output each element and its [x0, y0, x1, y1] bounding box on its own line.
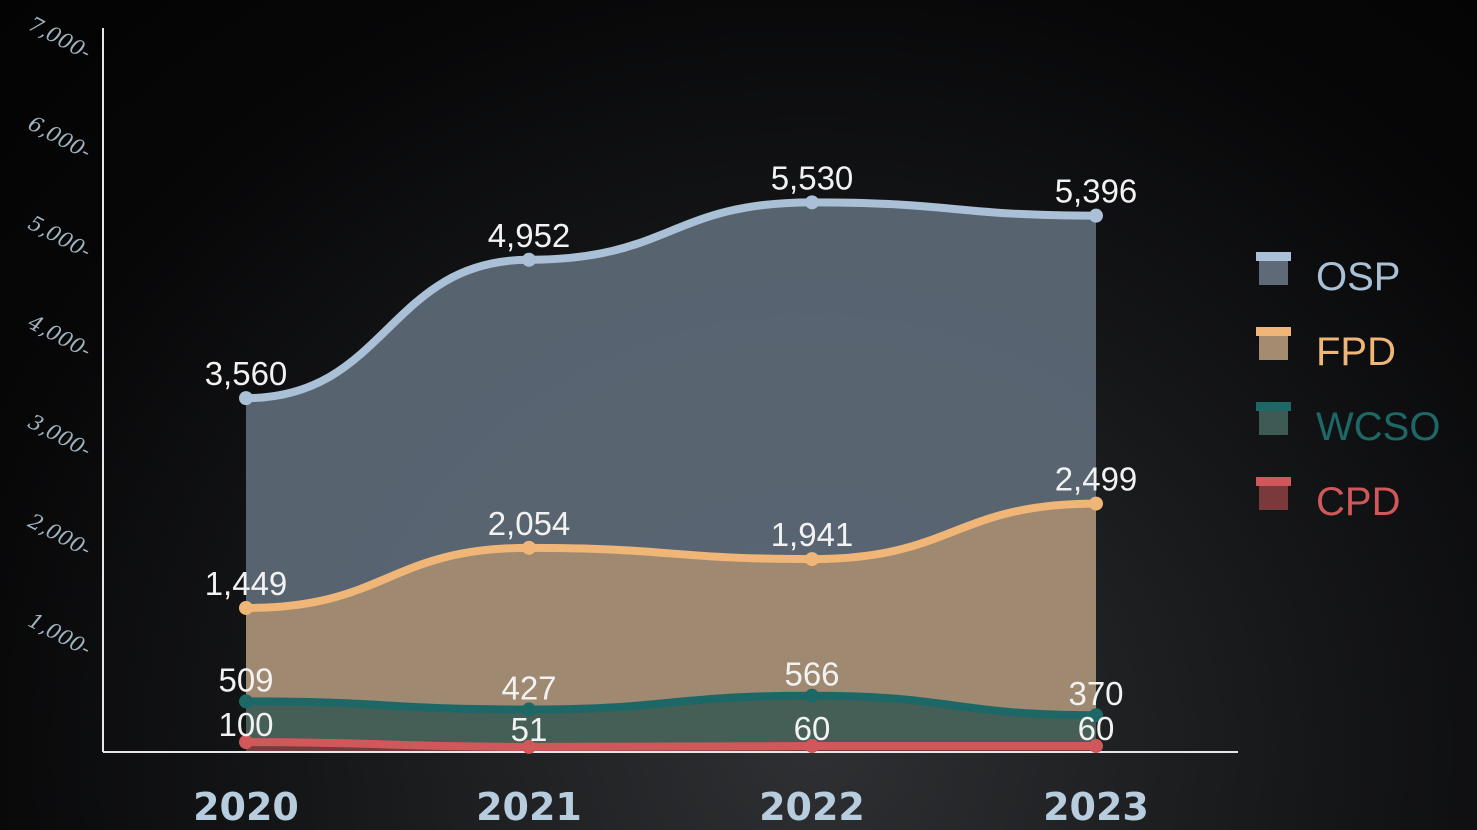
data-label-cpd: 60 — [1078, 710, 1115, 747]
data-label-osp: 5,530 — [771, 159, 854, 196]
line-cpd — [242, 738, 1100, 751]
data-label-wcso: 370 — [1068, 675, 1123, 712]
point-osp — [1089, 208, 1103, 223]
legend-item-wcso: WCSO — [1256, 402, 1440, 449]
x-tick-label: 2023 — [1043, 785, 1149, 829]
series-lines — [239, 195, 1103, 754]
x-axis-ticks: 2020 2021 2022 2023 — [193, 785, 1149, 829]
legend-line-swatch — [1256, 327, 1291, 336]
y-tick-label: 3,000- — [24, 409, 95, 462]
point-wcso — [522, 702, 536, 717]
legend-item-fpd: FPD — [1256, 327, 1396, 374]
x-tick-label: 2021 — [476, 785, 582, 829]
point-fpd — [522, 540, 536, 555]
legend-fill-swatch — [1259, 336, 1288, 360]
series-areas — [246, 202, 1096, 752]
x-tick-label: 2020 — [193, 785, 299, 829]
y-axis-ticks: 1,000- 2,000- 3,000- 4,000- 5,000- 6,000- 7,00… — [23, 12, 95, 661]
point-osp — [522, 252, 536, 267]
legend-fill-swatch — [1259, 411, 1288, 435]
point-cpd — [239, 735, 253, 750]
point-cpd — [1089, 739, 1103, 754]
legend-label: OSP — [1316, 255, 1400, 299]
point-wcso — [1089, 708, 1103, 723]
legend-line-swatch — [1256, 477, 1291, 486]
data-label-wcso: 427 — [501, 670, 556, 707]
legend-item-osp: OSP — [1256, 252, 1400, 299]
point-fpd — [805, 552, 819, 567]
line-wcso — [242, 691, 1100, 720]
y-tick-label: 1,000- — [24, 608, 95, 661]
data-label-wcso: 566 — [784, 656, 839, 693]
point-wcso — [239, 694, 253, 709]
data-label-osp: 3,560 — [205, 355, 288, 392]
data-label-cpd: 100 — [218, 706, 273, 743]
legend-line-swatch — [1256, 402, 1291, 411]
line-osp — [242, 198, 1100, 403]
y-tick-label: 4,000- — [23, 310, 95, 363]
point-fpd — [1089, 496, 1103, 511]
line-fpd — [242, 499, 1100, 612]
y-tick-label: 5,000- — [24, 211, 95, 264]
data-label-fpd: 1,449 — [205, 565, 288, 602]
x-tick-label: 2022 — [759, 785, 865, 829]
legend-line-swatch — [1256, 252, 1291, 261]
legend-fill-swatch — [1259, 261, 1288, 285]
data-label-fpd: 2,499 — [1055, 461, 1138, 498]
legend-fill-swatch — [1259, 486, 1288, 510]
point-cpd — [805, 739, 819, 754]
y-tick-label: 2,000- — [23, 508, 95, 561]
area-fpd — [246, 503, 1096, 752]
data-label-cpd: 60 — [794, 710, 831, 747]
data-label-osp: 5,396 — [1055, 173, 1138, 210]
data-label-osp: 4,952 — [488, 217, 571, 254]
data-label-fpd: 2,054 — [488, 505, 571, 542]
point-osp — [239, 391, 253, 406]
legend-item-cpd: CPD — [1256, 477, 1400, 524]
y-tick-label: 7,000- — [24, 12, 95, 65]
data-label-fpd: 1,941 — [771, 516, 854, 553]
legend-label: WCSO — [1316, 405, 1440, 449]
y-tick-label: 6,000- — [24, 111, 95, 164]
legend: OSP FPD WCSO CPD — [1256, 252, 1440, 524]
data-label-cpd: 51 — [511, 711, 548, 748]
chart-axes — [102, 28, 1238, 753]
legend-label: FPD — [1316, 330, 1396, 374]
data-label-wcso: 509 — [218, 661, 273, 698]
point-fpd — [239, 600, 253, 615]
point-cpd — [522, 739, 536, 754]
legend-label: CPD — [1316, 480, 1400, 524]
point-osp — [805, 195, 819, 210]
data-labels: 3,560 4,952 5,530 5,396 1,449 2,054 1,941 2,499… — [205, 159, 1138, 748]
point-wcso — [805, 688, 819, 703]
